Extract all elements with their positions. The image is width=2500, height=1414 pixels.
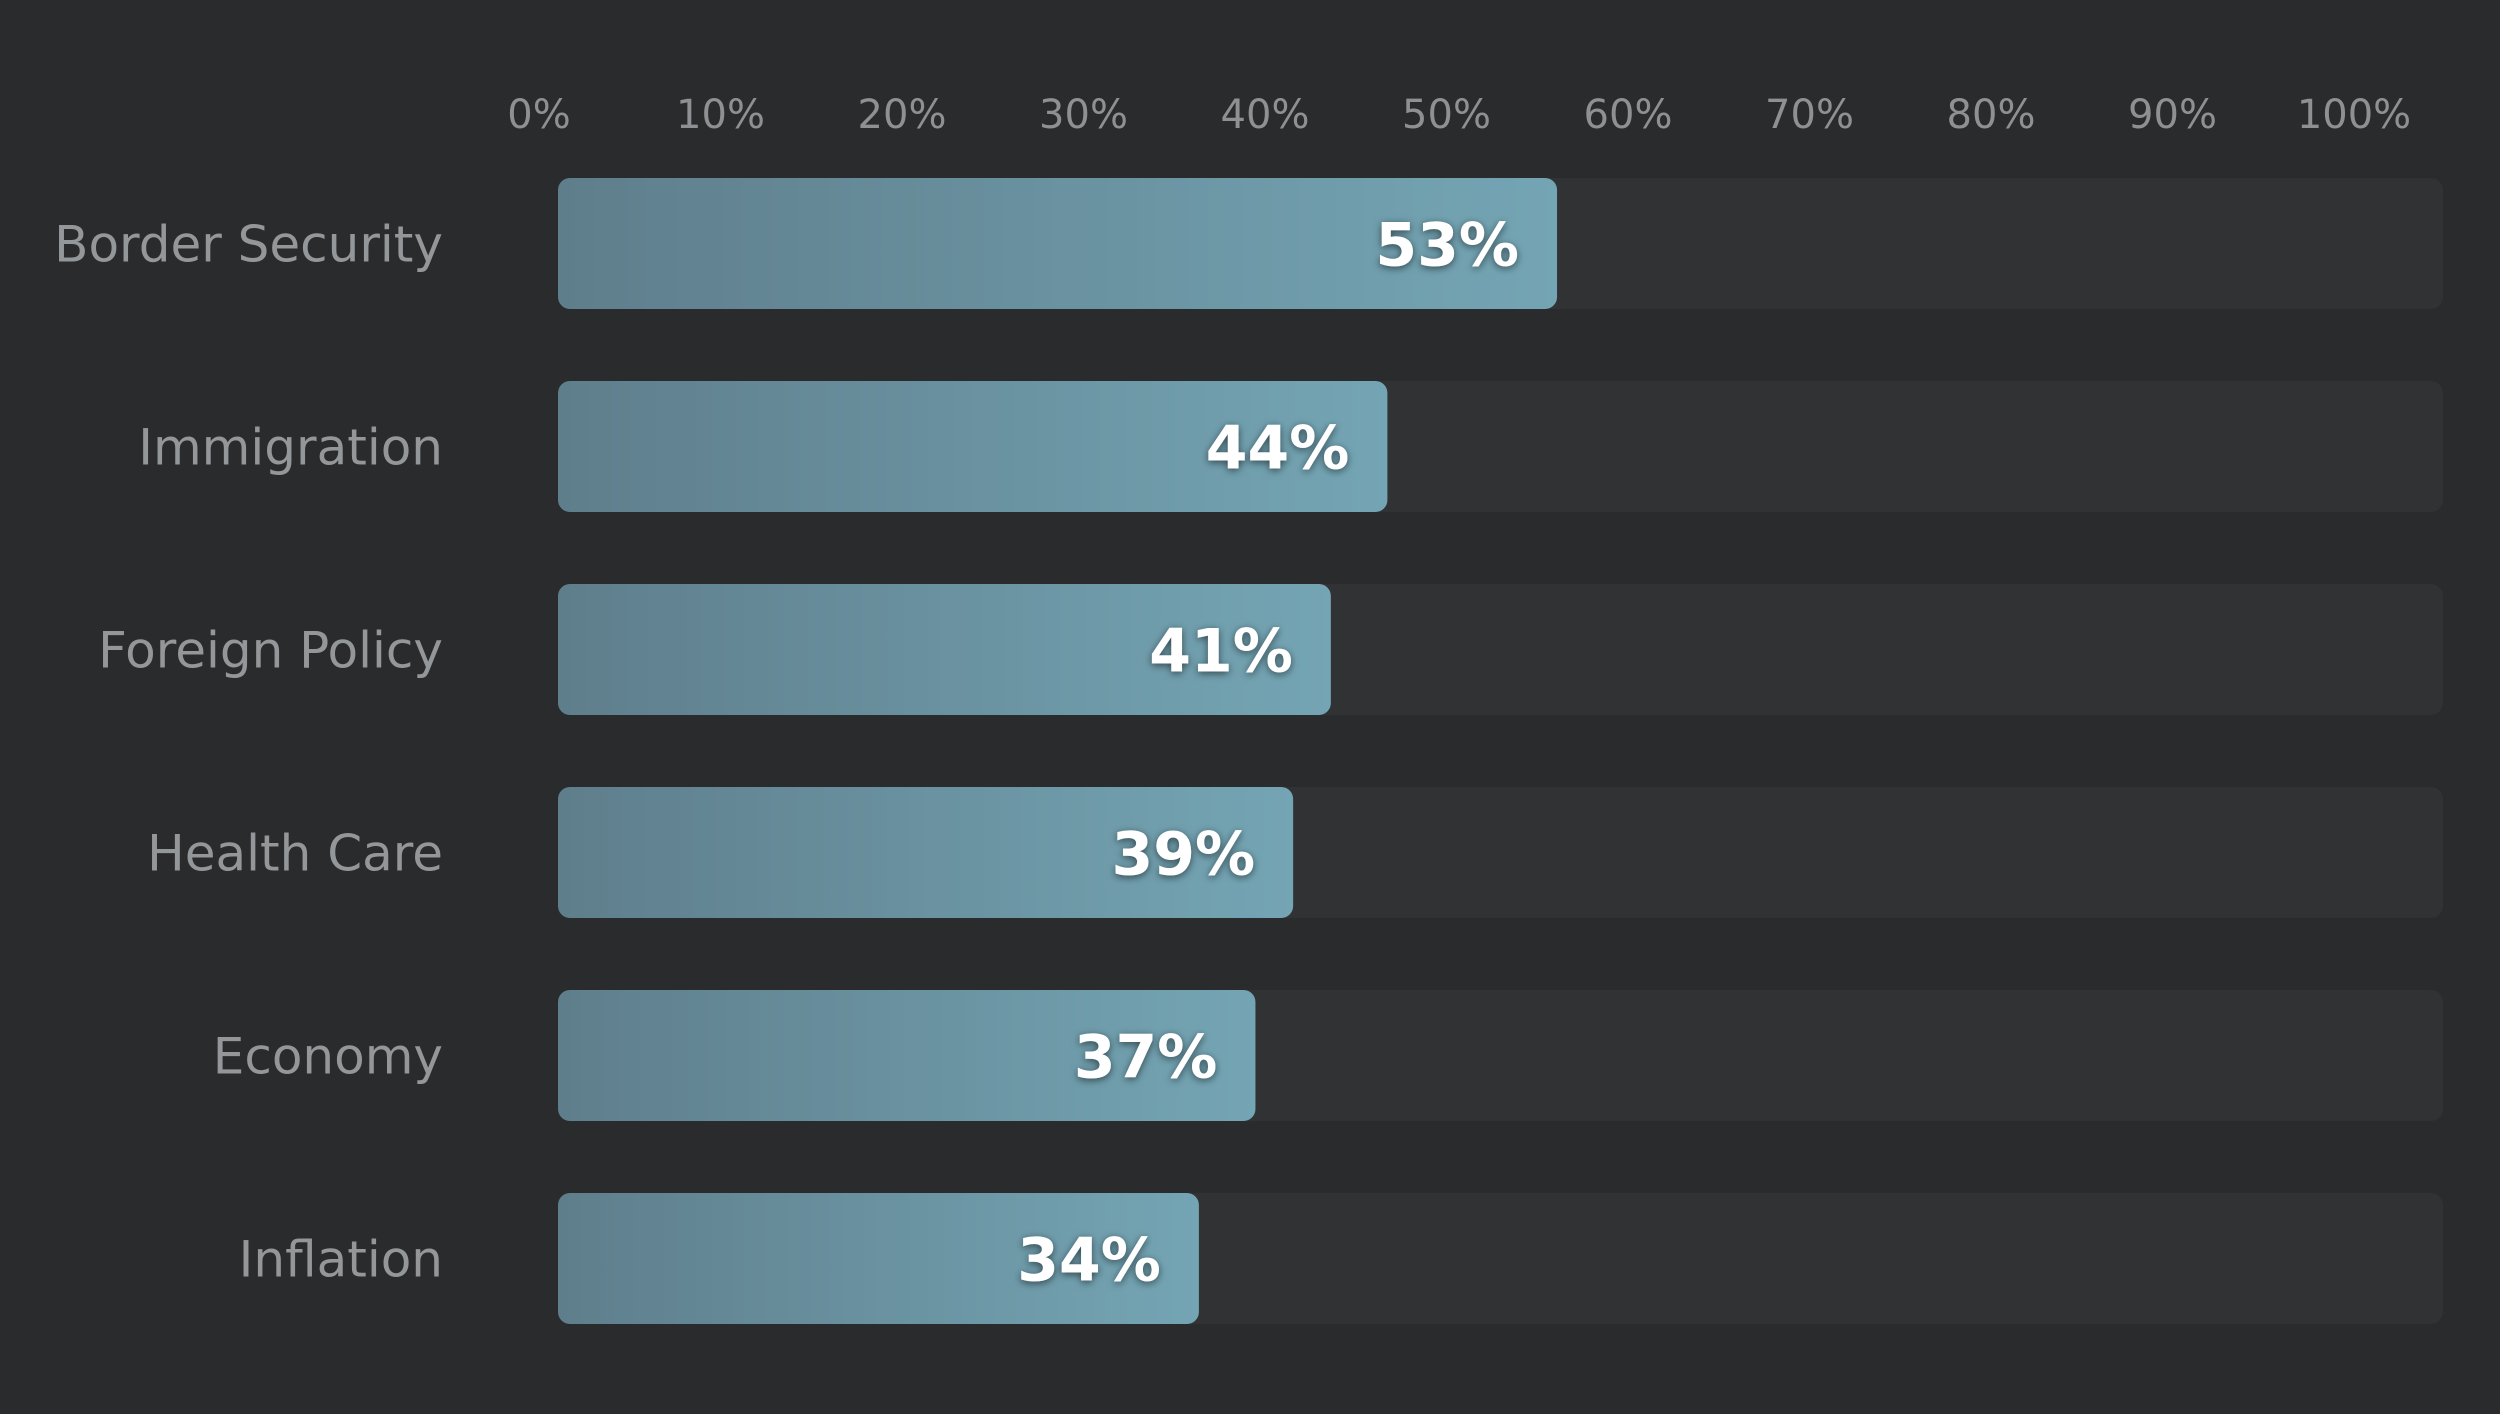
category-label: Foreign Policy	[98, 622, 443, 680]
bar	[558, 584, 1331, 715]
x-tick-label: 30%	[1039, 92, 1128, 138]
x-tick-label: 100%	[2297, 92, 2411, 138]
x-tick-label: 50%	[1402, 92, 1491, 138]
bar-rows: Border Security 53% Immigration 44% Foreign …	[54, 178, 2443, 1324]
value-label: 34%	[1017, 1226, 1161, 1296]
value-label: 44%	[1206, 414, 1350, 484]
value-label: 41%	[1149, 617, 1293, 687]
category-label: Economy	[213, 1028, 443, 1086]
bar-row: Inflation 34%	[239, 1193, 2443, 1324]
bar-row: Immigration 44%	[138, 381, 2443, 512]
x-tick-label: 90%	[2128, 92, 2217, 138]
value-label: 53%	[1375, 211, 1519, 281]
category-label: Border Security	[54, 216, 443, 274]
bar-row: Border Security 53%	[54, 178, 2443, 309]
x-tick-label: 60%	[1584, 92, 1673, 138]
value-label: 39%	[1112, 820, 1256, 890]
x-tick-label: 80%	[1947, 92, 2036, 138]
bar	[558, 1193, 1199, 1324]
bar-row: Economy 37%	[213, 990, 2443, 1121]
x-tick-label: 0%	[507, 92, 570, 138]
bar	[558, 381, 1388, 512]
category-label: Immigration	[138, 419, 443, 477]
category-label: Inflation	[239, 1231, 443, 1289]
x-tick-label: 70%	[1765, 92, 1854, 138]
bar-row: Health Care 39%	[147, 787, 2443, 918]
bar	[558, 990, 1256, 1121]
category-label: Health Care	[147, 825, 443, 883]
x-tick-label: 40%	[1221, 92, 1310, 138]
x-axis-ticks: 0% 10% 20% 30% 40% 50% 60% 70% 80% 90% 100%	[507, 92, 2411, 138]
x-tick-label: 10%	[676, 92, 765, 138]
value-label: 37%	[1074, 1023, 1218, 1093]
bar-row: Foreign Policy 41%	[98, 584, 2443, 715]
bar	[558, 787, 1294, 918]
bar	[558, 178, 1558, 309]
x-tick-label: 20%	[858, 92, 947, 138]
